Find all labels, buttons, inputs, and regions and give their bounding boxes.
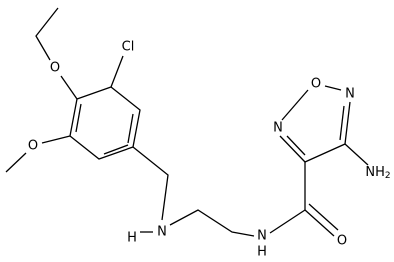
ethylene-chain — [169, 209, 255, 237]
atom-label: N — [345, 87, 355, 102]
atom-label: H — [127, 231, 137, 246]
double-bond — [103, 144, 129, 155]
atom-label: Cl — [122, 40, 135, 55]
furazan-ring — [279, 135, 306, 163]
atom-label: O — [28, 139, 38, 154]
bonds — [5, 7, 369, 237]
atom-label: O — [311, 77, 321, 92]
atom-labels: Cl O O N H N H O O N N NH2 — [28, 40, 391, 260]
methyl — [5, 152, 27, 173]
atom-label: N — [273, 121, 283, 136]
bond — [60, 75, 78, 100]
ethyl-chain — [35, 7, 59, 61]
double-bond — [286, 135, 306, 156]
bond — [41, 135, 71, 144]
bond — [110, 55, 124, 88]
atom-label: O — [50, 61, 60, 76]
atom-label: N — [257, 229, 267, 244]
double-bond — [339, 105, 345, 141]
carbonyl-bond — [308, 203, 339, 231]
bond — [344, 143, 369, 166]
bond — [269, 209, 306, 234]
double-bond — [127, 113, 134, 144]
furazan-ring — [281, 89, 309, 121]
atom-label: H — [257, 245, 267, 260]
furazan-ring — [324, 85, 342, 91]
amino-label: NH — [365, 165, 385, 180]
atom-label: N — [157, 225, 167, 240]
carbonyl-bond — [304, 209, 335, 237]
atom-label: NH2 — [365, 165, 390, 182]
amino-subscript: 2 — [385, 171, 391, 181]
atom-label: O — [337, 234, 347, 249]
double-bond — [75, 103, 82, 133]
benzene-ring — [69, 86, 141, 160]
benzyl-bond — [132, 146, 169, 221]
